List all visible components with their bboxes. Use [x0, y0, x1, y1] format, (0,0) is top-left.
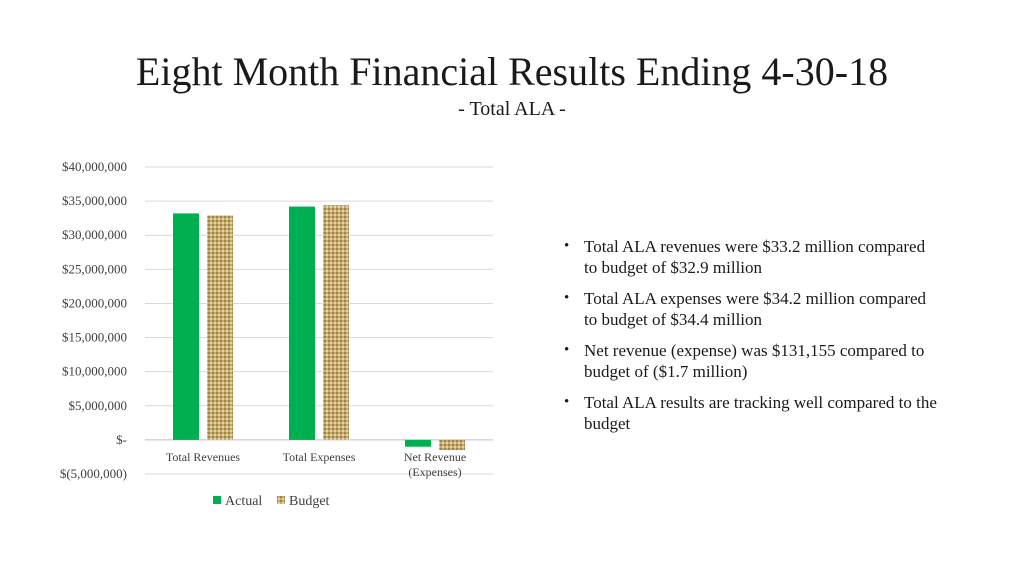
- bar-budget-1: [323, 205, 349, 440]
- bullet-text: Total ALA revenues were $33.2 million co…: [584, 237, 926, 277]
- bullet-expenses: • Total ALA expenses were $34.2 million c…: [562, 288, 942, 330]
- bullet-text: Net revenue (expense) was $131,155 compa…: [584, 341, 925, 381]
- category-label: Total Revenues: [166, 450, 240, 464]
- y-tick-label: $(5,000,000): [60, 466, 127, 481]
- bar-budget-0: [207, 215, 233, 440]
- bullet-dot-icon: •: [564, 238, 570, 254]
- legend-label-actual: Actual: [225, 494, 262, 509]
- bullet-revenues: • Total ALA revenues were $33.2 million c…: [562, 236, 942, 278]
- y-axis-tick-labels: $40,000,000 $35,000,000 $30,000,000 $25,000…: [60, 159, 127, 481]
- y-tick-label: $-: [116, 432, 127, 447]
- category-labels: Total Revenues Total Expenses Net Revenue(…: [166, 450, 466, 479]
- y-tick-label: $15,000,000: [62, 330, 127, 345]
- y-tick-label: $40,000,000: [62, 159, 127, 174]
- y-tick-label: $5,000,000: [69, 398, 128, 413]
- bullet-text: Total ALA expenses were $34.2 million co…: [584, 289, 927, 329]
- bullet-dot-icon: •: [564, 342, 570, 358]
- category-label: (Expenses): [408, 465, 461, 479]
- y-tick-label: $35,000,000: [62, 193, 127, 208]
- summary-bullets: • Total ALA revenues were $33.2 million c…: [562, 236, 942, 444]
- legend-swatch-actual: [213, 496, 221, 504]
- bar-budget-2: [439, 439, 465, 451]
- bar-actual-1: [289, 206, 315, 440]
- gridlines: [145, 166, 493, 475]
- legend-swatch-budget: [277, 496, 285, 504]
- y-tick-label: $25,000,000: [62, 261, 127, 276]
- slide-title: Eight Month Financial Results Ending 4-3…: [135, 49, 889, 94]
- bullet-dot-icon: •: [564, 394, 570, 410]
- legend: Actual Budget: [213, 494, 330, 509]
- bullet-dot-icon: •: [564, 290, 570, 306]
- bar-actual-0: [173, 213, 199, 440]
- y-tick-label: $30,000,000: [62, 227, 127, 242]
- y-tick-label: $10,000,000: [62, 364, 127, 379]
- bullet-net-revenue: • Net revenue (expense) was $131,155 comp…: [562, 340, 942, 382]
- y-tick-label: $20,000,000: [62, 295, 127, 310]
- bullet-text: Total ALA results are tracking well comp…: [584, 393, 937, 433]
- category-label: Total Expenses: [283, 450, 356, 464]
- legend-label-budget: Budget: [289, 494, 330, 509]
- category-label: Net Revenue: [404, 450, 466, 464]
- bullet-tracking: • Total ALA results are tracking well com…: [562, 392, 942, 434]
- bars: [173, 205, 465, 451]
- bar-actual-2: [405, 439, 431, 447]
- slide-subtitle: - Total ALA -: [458, 98, 566, 120]
